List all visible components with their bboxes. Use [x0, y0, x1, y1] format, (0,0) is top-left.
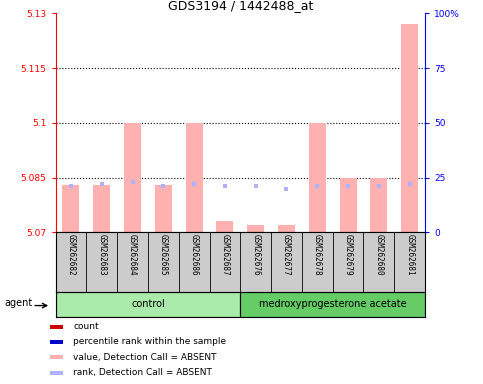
Point: [252, 183, 259, 189]
Text: GSM262687: GSM262687: [220, 234, 229, 276]
Title: GDS3194 / 1442488_at: GDS3194 / 1442488_at: [168, 0, 313, 12]
Bar: [50, 355, 63, 359]
Bar: [309, 123, 326, 232]
Point: [283, 185, 290, 192]
Point: [67, 183, 75, 189]
Text: GSM262681: GSM262681: [405, 234, 414, 276]
Bar: [56, 292, 241, 317]
Text: value, Detection Call = ABSENT: value, Detection Call = ABSENT: [73, 353, 216, 362]
Point: [221, 183, 229, 189]
Point: [344, 183, 352, 189]
Text: GSM262679: GSM262679: [343, 234, 353, 276]
Text: GSM262685: GSM262685: [159, 234, 168, 276]
Bar: [155, 185, 172, 232]
Text: GSM262686: GSM262686: [190, 234, 199, 276]
Bar: [50, 371, 63, 375]
Text: control: control: [131, 299, 165, 310]
Point: [375, 183, 383, 189]
Bar: [240, 292, 425, 317]
Bar: [185, 123, 202, 232]
Point: [406, 181, 413, 187]
Bar: [93, 185, 110, 232]
Bar: [370, 178, 387, 232]
Bar: [401, 25, 418, 232]
Point: [128, 179, 136, 185]
Text: count: count: [73, 323, 99, 331]
Bar: [247, 225, 264, 232]
Point: [313, 183, 321, 189]
Point: [190, 181, 198, 187]
Text: GSM262684: GSM262684: [128, 234, 137, 276]
Text: GSM262683: GSM262683: [97, 234, 106, 276]
Text: medroxyprogesterone acetate: medroxyprogesterone acetate: [259, 299, 407, 310]
Text: percentile rank within the sample: percentile rank within the sample: [73, 337, 226, 346]
Bar: [62, 185, 79, 232]
Bar: [50, 325, 63, 329]
Text: GSM262677: GSM262677: [282, 234, 291, 276]
Bar: [216, 221, 233, 232]
Bar: [50, 340, 63, 344]
Point: [159, 183, 167, 189]
Text: GSM262678: GSM262678: [313, 234, 322, 276]
Text: agent: agent: [4, 298, 33, 308]
Bar: [278, 225, 295, 232]
Point: [98, 181, 106, 187]
Text: GSM262682: GSM262682: [67, 234, 75, 276]
Bar: [124, 123, 141, 232]
Text: rank, Detection Call = ABSENT: rank, Detection Call = ABSENT: [73, 368, 212, 377]
Text: GSM262680: GSM262680: [374, 234, 384, 276]
Bar: [340, 178, 356, 232]
Text: GSM262676: GSM262676: [251, 234, 260, 276]
